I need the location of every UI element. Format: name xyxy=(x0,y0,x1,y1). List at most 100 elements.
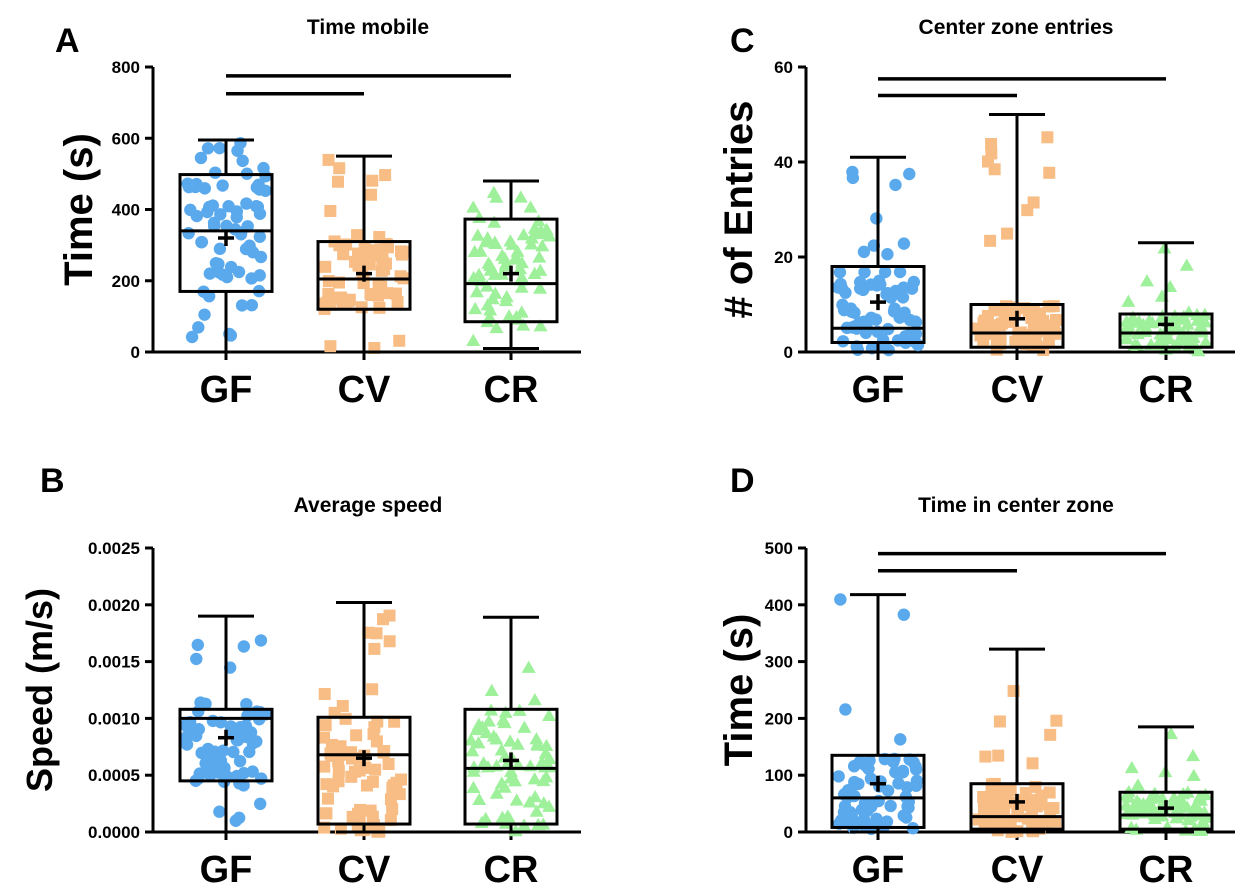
data-point-48 xyxy=(352,807,365,820)
data-point-0 xyxy=(464,733,479,746)
panel-letter: A xyxy=(55,22,80,60)
data-point-38 xyxy=(503,234,518,247)
y-tick-label: 0.0025 xyxy=(88,539,140,558)
box-group-gf xyxy=(178,614,274,834)
data-point-35 xyxy=(198,308,211,321)
panel-title: Time in center zone xyxy=(918,494,1114,517)
y-tick-label: 200 xyxy=(112,272,140,291)
data-point-40 xyxy=(370,627,383,640)
data-point-24 xyxy=(236,154,249,168)
data-point-8 xyxy=(988,304,1001,317)
data-point-54 xyxy=(979,750,992,763)
data-point-24 xyxy=(1130,778,1145,791)
data-point-43 xyxy=(240,697,253,711)
data-point-40 xyxy=(253,797,267,811)
data-point-59 xyxy=(194,151,208,165)
data-point-28 xyxy=(192,321,205,334)
data-point-2 xyxy=(350,729,363,742)
box-iqr xyxy=(316,715,412,826)
data-point-60 xyxy=(232,265,246,279)
data-point-69 xyxy=(251,200,265,214)
y-axis-label: # of Entries xyxy=(717,101,761,319)
data-point-2 xyxy=(533,319,548,332)
panel-title: Average speed xyxy=(294,494,443,517)
x-tick-label: CR xyxy=(1139,369,1194,411)
data-point-47 xyxy=(466,200,481,213)
x-tick-label: GF xyxy=(852,369,905,411)
data-point-1 xyxy=(468,301,483,315)
data-point-60 xyxy=(874,278,887,291)
y-axis-label: Speed (m/s) xyxy=(19,588,60,792)
data-point-26 xyxy=(489,190,504,203)
data-point-63 xyxy=(985,783,998,796)
data-point-39 xyxy=(1047,802,1060,815)
data-point-64 xyxy=(887,305,901,318)
data-point-59 xyxy=(343,293,356,306)
data-point-65 xyxy=(237,640,251,653)
data-point-21 xyxy=(216,179,229,192)
data-point-10 xyxy=(984,234,997,247)
data-point-53 xyxy=(1140,274,1155,287)
y-tick-label: 60 xyxy=(774,58,793,77)
data-point-65 xyxy=(1041,131,1054,144)
data-point-46 xyxy=(367,288,380,301)
data-point-58 xyxy=(355,301,368,314)
data-point-47 xyxy=(182,180,196,194)
data-point-63 xyxy=(192,705,205,718)
data-point-64 xyxy=(988,163,1001,176)
data-point-50 xyxy=(377,613,390,626)
data-point-60 xyxy=(992,749,1005,762)
data-point-51 xyxy=(900,781,914,794)
data-point-30 xyxy=(216,268,229,281)
data-point-12 xyxy=(254,250,268,264)
data-point-53 xyxy=(332,755,345,768)
data-point-5 xyxy=(897,237,911,250)
data-point-8 xyxy=(382,758,395,771)
data-point-66 xyxy=(864,772,878,785)
data-point-60 xyxy=(1042,319,1055,332)
data-point-58 xyxy=(237,766,251,780)
data-point-29 xyxy=(319,719,332,732)
data-point-12 xyxy=(351,229,364,242)
data-point-32 xyxy=(881,247,894,261)
data-point-38 xyxy=(501,811,516,824)
data-point-24 xyxy=(910,774,924,787)
data-point-67 xyxy=(483,303,498,316)
data-point-12 xyxy=(320,807,333,820)
data-point-68 xyxy=(527,772,542,785)
data-point-4 xyxy=(1044,728,1057,741)
data-point-15 xyxy=(1194,793,1209,806)
x-tick-label: CR xyxy=(1139,849,1194,886)
data-point-33 xyxy=(254,634,268,647)
x-tick-label: GF xyxy=(200,849,253,886)
data-point-7 xyxy=(1026,757,1039,770)
x-tick-label: CV xyxy=(991,849,1044,886)
data-point-69 xyxy=(488,236,503,249)
data-point-67 xyxy=(884,291,898,304)
box-iqr xyxy=(1118,312,1214,349)
data-point-59 xyxy=(897,809,910,822)
box-group-cr xyxy=(1118,725,1214,836)
data-point-16 xyxy=(527,266,542,280)
x-tick-label: GF xyxy=(852,849,905,886)
data-point-64 xyxy=(475,720,490,733)
data-point-45 xyxy=(834,593,847,606)
data-point-62 xyxy=(498,258,513,272)
data-point-50 xyxy=(1181,812,1196,826)
data-point-53 xyxy=(851,343,864,356)
data-point-65 xyxy=(899,330,912,343)
data-point-60 xyxy=(1180,317,1195,330)
data-point-66 xyxy=(1176,309,1191,322)
data-point-39 xyxy=(498,705,513,718)
data-point-69 xyxy=(510,737,525,750)
data-point-65 xyxy=(527,693,542,706)
data-point-39 xyxy=(321,792,334,805)
box-iqr xyxy=(316,240,412,311)
data-point-16 xyxy=(209,166,222,179)
y-tick-label: 20 xyxy=(774,248,793,267)
data-point-22 xyxy=(230,211,243,224)
data-point-63 xyxy=(898,306,911,319)
data-point-58 xyxy=(977,316,990,329)
data-point-40 xyxy=(880,815,894,828)
y-tick-label: 100 xyxy=(765,766,793,785)
